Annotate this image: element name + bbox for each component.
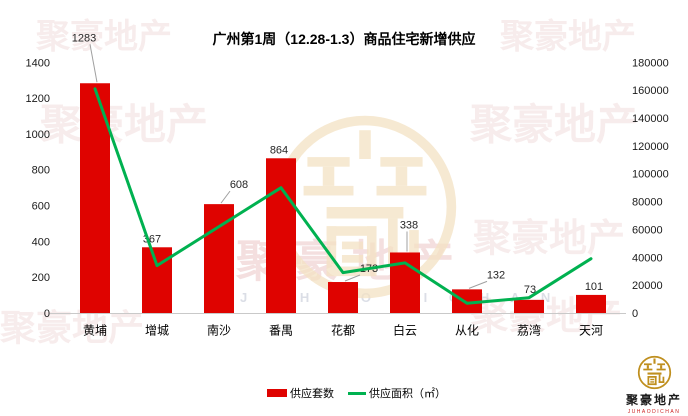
bar-value-label: 101 [585, 281, 603, 293]
bar-增城 [142, 247, 172, 313]
watermark-text: 聚豪地产 [0, 307, 145, 348]
left-axis-tick-label: 600 [32, 201, 50, 213]
chart-title: 广州第1周（12.28-1.3）商品住宅新增供应 [212, 31, 476, 47]
watermark-text: 聚豪地产 [470, 101, 639, 148]
right-axis-tick-label: 140000 [632, 113, 669, 125]
category-label: 南沙 [207, 323, 231, 338]
bar-value-label: 1283 [72, 32, 96, 44]
legend-bar-swatch [267, 389, 287, 397]
left-axis-tick-label: 200 [32, 272, 50, 284]
legend-bar-label: 供应套数 [290, 388, 334, 400]
bar-value-label: 338 [400, 219, 418, 231]
company-logo: 聚豪地产 JUHAODICHAN [621, 355, 687, 415]
bar-荔湾 [514, 299, 544, 313]
left-axis-tick-label: 1400 [26, 57, 50, 69]
category-label: 荔湾 [517, 323, 541, 338]
label-leader-line [220, 190, 231, 204]
bar-value-label: 73 [524, 284, 536, 296]
logo-latin: JUHAODICHAN [627, 409, 681, 415]
bar-花都 [328, 282, 358, 313]
watermark-text: 聚豪地产 [500, 18, 636, 56]
bar-南沙 [204, 204, 234, 313]
logo-seal-icon [637, 355, 672, 390]
label-leader-line [89, 44, 98, 83]
category-label: 天河 [579, 324, 603, 338]
watermark-text: 聚豪地产 [473, 218, 626, 260]
bar-从化 [452, 289, 482, 313]
right-axis-tick-label: 0 [632, 308, 638, 320]
watermark-text: 聚豪地产 [36, 18, 172, 56]
bar-番禺 [266, 158, 296, 313]
right-axis-tick-label: 120000 [632, 141, 669, 153]
left-axis-tick-label: 1200 [26, 93, 50, 105]
right-axis-tick-label: 80000 [632, 197, 663, 209]
right-axis-tick-label: 40000 [632, 252, 663, 264]
category-label: 白云 [393, 323, 417, 338]
logo-name: 聚豪地产 [625, 393, 682, 407]
left-axis-tick-label: 400 [32, 236, 50, 248]
right-axis-tick-label: 20000 [632, 280, 663, 292]
category-label: 从化 [455, 324, 479, 338]
label-leader-line [344, 274, 361, 282]
supply-area-line [93, 87, 593, 305]
legend: 供应套数 供应面积（㎡） [267, 385, 446, 401]
bar-天河 [576, 294, 606, 313]
left-axis-tick-label: 1000 [26, 129, 50, 141]
left-axis-tick-label: 0 [44, 308, 50, 320]
right-axis-tick-label: 60000 [632, 224, 663, 236]
category-label: 番禺 [269, 324, 293, 338]
bar-value-label: 608 [230, 179, 248, 191]
right-axis-tick-label: 180000 [632, 57, 669, 69]
watermark-text: 聚豪地产 [40, 101, 209, 148]
legend-line-swatch [348, 391, 366, 395]
bar-value-label: 864 [270, 144, 288, 156]
category-label: 花都 [331, 323, 355, 338]
left-axis-tick-label: 800 [32, 165, 50, 177]
label-leader-line [468, 280, 488, 289]
right-axis-tick-label: 100000 [632, 169, 669, 181]
category-label: 黄埔 [83, 324, 107, 338]
category-label: 增城 [145, 324, 169, 338]
legend-line-label: 供应面积（㎡） [369, 388, 446, 400]
right-axis-tick-label: 160000 [632, 85, 669, 97]
bar-value-label: 132 [487, 269, 505, 281]
